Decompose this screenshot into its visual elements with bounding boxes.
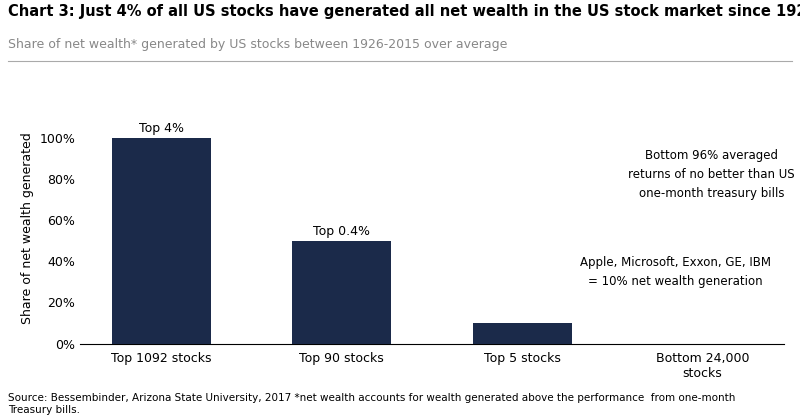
Y-axis label: Share of net wealth generated: Share of net wealth generated <box>21 132 34 324</box>
Text: Apple, Microsoft, Exxon, GE, IBM
= 10% net wealth generation: Apple, Microsoft, Exxon, GE, IBM = 10% n… <box>580 256 771 287</box>
Bar <box>112 138 211 344</box>
Bar <box>292 241 391 344</box>
Text: Chart 3: Just 4% of all US stocks have generated all net wealth in the US stock : Chart 3: Just 4% of all US stocks have g… <box>8 4 800 19</box>
Text: Source: Bessembinder, Arizona State University, 2017 *net wealth accounts for we: Source: Bessembinder, Arizona State Univ… <box>8 393 735 415</box>
Text: Bottom 96% averaged
returns of no better than US
one-month treasury bills: Bottom 96% averaged returns of no better… <box>628 149 794 200</box>
Text: Top 4%: Top 4% <box>139 122 184 135</box>
Bar <box>473 323 572 344</box>
Text: Top 0.4%: Top 0.4% <box>314 225 370 238</box>
Text: Share of net wealth* generated by US stocks between 1926-2015 over average: Share of net wealth* generated by US sto… <box>8 38 507 51</box>
